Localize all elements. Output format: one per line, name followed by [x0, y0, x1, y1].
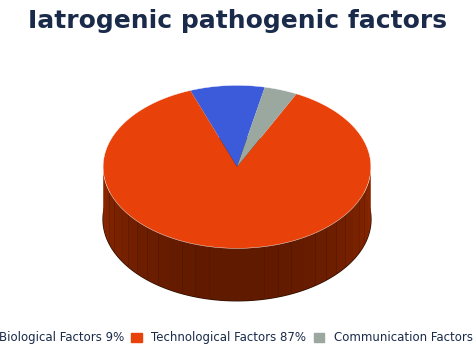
Polygon shape: [121, 208, 128, 267]
Polygon shape: [137, 222, 147, 280]
Polygon shape: [368, 175, 370, 236]
Polygon shape: [147, 228, 158, 285]
Polygon shape: [237, 87, 297, 167]
Polygon shape: [191, 85, 265, 167]
Polygon shape: [316, 228, 327, 285]
Polygon shape: [265, 244, 278, 299]
Polygon shape: [304, 233, 316, 290]
Polygon shape: [346, 208, 353, 267]
Polygon shape: [170, 237, 182, 294]
Polygon shape: [370, 167, 371, 228]
Polygon shape: [104, 175, 106, 236]
Polygon shape: [251, 247, 265, 300]
Polygon shape: [109, 192, 115, 252]
Polygon shape: [196, 244, 209, 299]
Polygon shape: [292, 237, 304, 294]
Polygon shape: [103, 138, 371, 301]
Polygon shape: [359, 192, 365, 252]
Polygon shape: [353, 200, 359, 260]
Polygon shape: [106, 184, 109, 245]
Polygon shape: [223, 248, 237, 301]
Legend: Biological Factors 9%, Technological Factors 87%, Communication Factors 4%: Biological Factors 9%, Technological Fac…: [0, 327, 474, 349]
Text: Iatrogenic pathogenic factors: Iatrogenic pathogenic factors: [27, 9, 447, 33]
Polygon shape: [327, 222, 337, 280]
Polygon shape: [209, 247, 223, 300]
Polygon shape: [182, 241, 196, 297]
Polygon shape: [103, 91, 371, 248]
Polygon shape: [103, 167, 104, 228]
Polygon shape: [158, 233, 170, 290]
Polygon shape: [337, 215, 346, 274]
Polygon shape: [128, 215, 137, 274]
Polygon shape: [237, 248, 251, 301]
Polygon shape: [365, 184, 368, 245]
Polygon shape: [115, 200, 121, 260]
Polygon shape: [278, 241, 292, 297]
